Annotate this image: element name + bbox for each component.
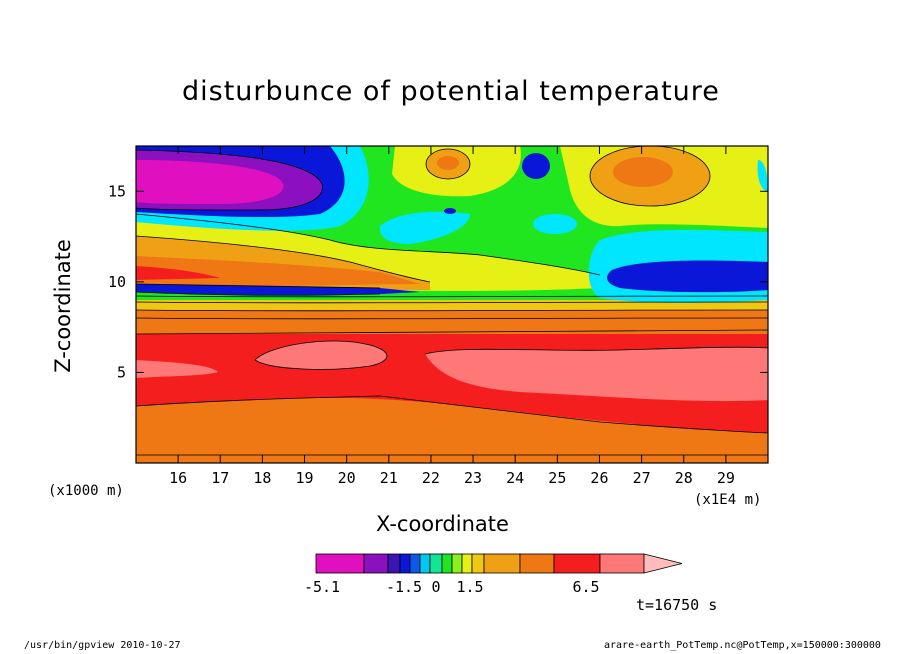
colorbar-swatch [387, 553, 401, 574]
blob-red-right [613, 157, 673, 187]
x-tick-label: 25 [548, 469, 566, 487]
patch-blue-small [444, 208, 456, 214]
patch-cyan-2 [533, 214, 577, 234]
colorbar-label: 6.5 [572, 578, 599, 596]
x-tick-label: 17 [211, 469, 229, 487]
time-label: t=16750 s [636, 596, 718, 614]
plot-frame [135, 145, 769, 464]
y-tick-label: 5 [117, 363, 126, 381]
x-tick-label: 26 [590, 469, 608, 487]
x-axis-label: X-coordinate [376, 512, 509, 536]
colorbar-label: 0 [431, 578, 440, 596]
colorbar-swatch [451, 553, 463, 574]
band-blue-right [607, 260, 768, 293]
band-orange-deep [136, 256, 420, 288]
colorbar-label: -1.5 [386, 578, 422, 596]
y-axis-ticks: 5 10 15 [108, 182, 768, 381]
x-tick-label: 19 [296, 469, 314, 487]
x-tick-label: 16 [169, 469, 187, 487]
chart-title: disturbunce of potential temperature [182, 76, 720, 107]
colorbar-swatch [419, 553, 431, 574]
x-tick-label: 22 [422, 469, 440, 487]
x-axis-ticks: 16 17 18 19 20 21 22 23 24 25 26 27 28 29 [169, 146, 735, 487]
band-stripe-yellow [136, 300, 768, 310]
colorbar-swatch [461, 553, 473, 574]
band-red-upper [136, 266, 220, 280]
colorbar-swatch [409, 553, 421, 574]
blob-deep-mid [437, 156, 459, 170]
patch-cyan-edge [757, 160, 768, 192]
x-tick-label: 28 [675, 469, 693, 487]
x-tick-label: 20 [338, 469, 356, 487]
footer-right: arare-earth_PotTemp.nc@PotTemp,x=150000:… [604, 640, 881, 651]
x-tick-label: 24 [506, 469, 524, 487]
colorbar-swatch [553, 553, 601, 574]
colorbar-label: 1.5 [456, 578, 483, 596]
contour-lines [135, 145, 769, 456]
colorbar-label: -5.1 [304, 578, 340, 596]
colorbar-swatch [429, 553, 443, 574]
y-tick-label: 10 [108, 273, 126, 291]
x-unit-note: (x1E4 m) [694, 492, 762, 508]
colorbar-swatch [399, 553, 411, 574]
x-tick-label: 21 [380, 469, 398, 487]
colorbar-extend [643, 553, 683, 574]
band-pink-center [255, 340, 387, 370]
x-tick-label: 29 [717, 469, 735, 487]
contour-bands [136, 146, 768, 463]
y-axis-label: Z-coordinate [50, 239, 75, 373]
x-tick-label: 23 [464, 469, 482, 487]
colorbar-swatch [441, 553, 453, 574]
x-tick-label: 18 [253, 469, 271, 487]
colorbar-swatch [519, 553, 555, 574]
colorbar: -5.1 -1.5 0 1.5 6.5 [304, 553, 683, 596]
footer-left: /usr/bin/gpview 2010-10-27 [24, 640, 181, 651]
patch-cyan-1 [379, 211, 470, 244]
blob-blue [522, 153, 550, 179]
colorbar-swatch [483, 553, 521, 574]
colorbar-swatch [599, 553, 645, 574]
band-magenta-topleft [136, 160, 284, 204]
band-dark-stripe [136, 284, 420, 296]
x-tick-label: 27 [633, 469, 651, 487]
y-tick-label: 15 [108, 182, 126, 200]
y-unit-note: (x1000 m) [48, 483, 124, 499]
colorbar-swatch [363, 553, 389, 574]
colorbar-swatch [471, 553, 485, 574]
band-pink-left [136, 360, 218, 378]
colorbar-swatch [315, 553, 365, 574]
band-pink-right [425, 347, 768, 402]
